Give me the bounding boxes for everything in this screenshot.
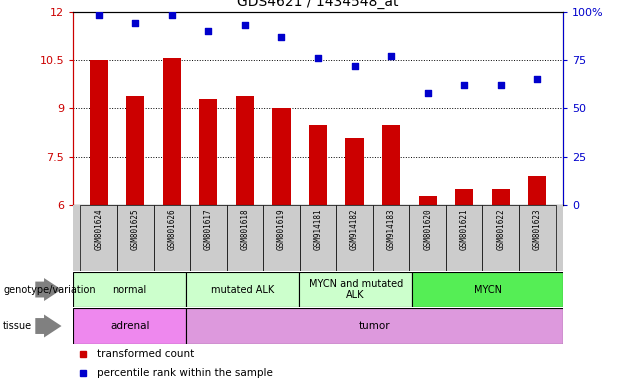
Point: [130, 20, 141, 26]
Bar: [90, 60, 108, 205]
Bar: [126, 96, 144, 205]
Bar: [345, 137, 364, 205]
Bar: [272, 109, 291, 205]
Bar: [455, 189, 473, 205]
Text: adrenal: adrenal: [110, 321, 149, 331]
Point: [495, 82, 506, 88]
Bar: [410, 205, 446, 271]
Point: [277, 34, 287, 40]
Text: percentile rank within the sample: percentile rank within the sample: [97, 368, 272, 378]
Point: [422, 90, 432, 96]
Point: [167, 12, 177, 18]
Text: MYCN and mutated
ALK: MYCN and mutated ALK: [308, 279, 403, 300]
Bar: [483, 205, 519, 271]
Text: GSM914181: GSM914181: [314, 209, 322, 250]
Bar: [373, 205, 410, 271]
Bar: [412, 272, 563, 307]
Point: [459, 82, 469, 88]
Point: [313, 55, 323, 61]
Bar: [153, 205, 190, 271]
Text: GSM801620: GSM801620: [423, 209, 432, 250]
Text: transformed count: transformed count: [97, 349, 194, 359]
Text: GSM914182: GSM914182: [350, 209, 359, 250]
Point: [349, 63, 359, 69]
Bar: [492, 189, 510, 205]
Point: [93, 12, 104, 18]
Text: normal: normal: [113, 285, 147, 295]
Text: GSM801626: GSM801626: [167, 209, 176, 250]
FancyArrow shape: [36, 314, 62, 338]
Bar: [186, 272, 299, 307]
Bar: [226, 205, 263, 271]
Bar: [163, 58, 181, 205]
Bar: [309, 125, 327, 205]
Point: [532, 76, 543, 83]
Text: GSM801622: GSM801622: [496, 209, 505, 250]
Bar: [73, 308, 186, 344]
Point: [386, 53, 396, 59]
Bar: [382, 125, 400, 205]
Bar: [190, 205, 226, 271]
Text: GSM914183: GSM914183: [387, 209, 396, 250]
Bar: [80, 205, 117, 271]
Text: genotype/variation: genotype/variation: [3, 285, 96, 295]
Text: GSM801621: GSM801621: [460, 209, 469, 250]
Bar: [299, 272, 412, 307]
Text: GSM801617: GSM801617: [204, 209, 213, 250]
Text: GSM801625: GSM801625: [131, 209, 140, 250]
Text: mutated ALK: mutated ALK: [211, 285, 274, 295]
Text: tumor: tumor: [359, 321, 391, 331]
FancyArrow shape: [36, 278, 62, 301]
Text: tissue: tissue: [3, 321, 32, 331]
Text: GSM801618: GSM801618: [240, 209, 249, 250]
Text: GSM801619: GSM801619: [277, 209, 286, 250]
Bar: [418, 196, 437, 205]
Bar: [263, 205, 300, 271]
Bar: [519, 205, 556, 271]
Title: GDS4621 / 1434548_at: GDS4621 / 1434548_at: [237, 0, 399, 9]
Point: [240, 22, 250, 28]
Bar: [300, 205, 336, 271]
Text: MYCN: MYCN: [474, 285, 502, 295]
Text: GSM801624: GSM801624: [94, 209, 103, 250]
Point: [204, 28, 214, 34]
Bar: [446, 205, 483, 271]
Text: GSM801623: GSM801623: [533, 209, 542, 250]
Bar: [528, 176, 546, 205]
Bar: [73, 272, 186, 307]
Bar: [236, 96, 254, 205]
Bar: [186, 308, 563, 344]
Bar: [199, 99, 218, 205]
Bar: [336, 205, 373, 271]
Bar: [117, 205, 153, 271]
